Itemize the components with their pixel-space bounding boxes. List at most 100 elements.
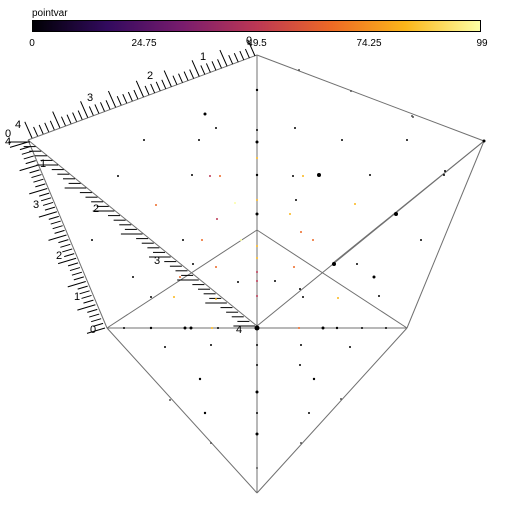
axis-tick-label: 2 [93,203,99,215]
axis-tick [247,39,256,57]
point [332,262,336,266]
colorbar-tick-label: 49.5 [247,38,267,49]
axis-tick [105,100,111,110]
axis-tick [239,50,245,61]
point [256,412,258,414]
point [179,276,181,278]
point [412,116,414,118]
point [444,170,446,172]
cube-edge [27,139,258,327]
point [254,325,260,331]
axis-tick-label: 3 [87,92,93,104]
point [217,327,219,329]
point [308,412,310,414]
point [149,326,153,330]
colorbar [32,20,481,32]
axis-ticks [8,39,256,334]
axis-tick [86,327,106,334]
axis-tick [133,89,139,100]
point [256,157,258,159]
axis-tick [244,48,250,59]
axis-tick-label: 4 [5,136,11,148]
axis-tick [42,201,54,206]
axis-tick [9,141,29,148]
axis-tick [33,178,44,183]
colorbar-tick-label: 24.75 [131,38,157,49]
axis-tick [178,73,183,83]
axis-tick [77,285,88,290]
axis-tick-label: 4 [15,119,21,131]
axis-tick [107,90,117,108]
point [335,326,339,330]
axis-tick [81,294,92,299]
point [350,90,352,92]
point [420,239,422,241]
colorbar-title: pointvar [32,8,68,19]
point [256,199,258,201]
point [182,239,184,241]
axis-tick-label: 1 [74,291,80,303]
axis-tick [77,304,96,311]
axis-tick [79,290,90,295]
axis-tick [211,61,217,71]
axis-tick [33,126,39,137]
axis-tick [200,65,206,75]
axis-tick [91,318,102,323]
axis-tick [205,63,211,73]
cube-edge [256,327,408,494]
point [361,327,363,329]
point [255,212,259,216]
point [117,175,119,177]
point [294,127,296,129]
point [211,327,213,329]
point [256,364,258,366]
axis-tick [29,169,40,174]
point [369,174,371,176]
point [255,88,259,92]
point [191,174,193,176]
point [300,442,302,444]
point [234,202,236,204]
point [215,266,217,268]
point [341,139,343,141]
axis-tick [39,192,50,197]
axis-tick [127,91,133,102]
point [482,139,486,143]
axis-tick-label: 0 [246,35,252,47]
axis-tick [172,75,178,85]
axis-tick [25,160,36,165]
axis-tick [60,243,71,248]
point [356,263,358,265]
point [385,327,387,329]
axis-tick [52,225,63,230]
axis-tick [71,271,83,276]
point [210,442,212,444]
axis-tick [44,122,50,133]
point [317,173,321,177]
axis-tick [44,206,56,211]
point [378,295,380,297]
point [256,129,258,131]
axis-tick [92,322,104,327]
point [209,175,211,177]
point [198,139,200,141]
axis-tick [49,120,55,131]
axis-tick [88,106,94,116]
axis-tick [72,112,78,122]
axis-tick [19,146,31,151]
point [300,231,302,233]
cube-wireframe [27,54,485,494]
axis-tick [94,104,100,114]
point [155,204,157,206]
cube-edge [256,140,485,327]
axis-tick [219,49,228,67]
point [237,281,239,283]
colorbar-tick-label: 99 [476,38,488,49]
cube-edge [406,140,485,329]
point [255,173,259,177]
point [354,203,356,205]
axis-tick [48,215,59,220]
axis-tick [24,121,33,139]
inner-axis-labels: 0 1 2 3 4 [5,128,242,336]
